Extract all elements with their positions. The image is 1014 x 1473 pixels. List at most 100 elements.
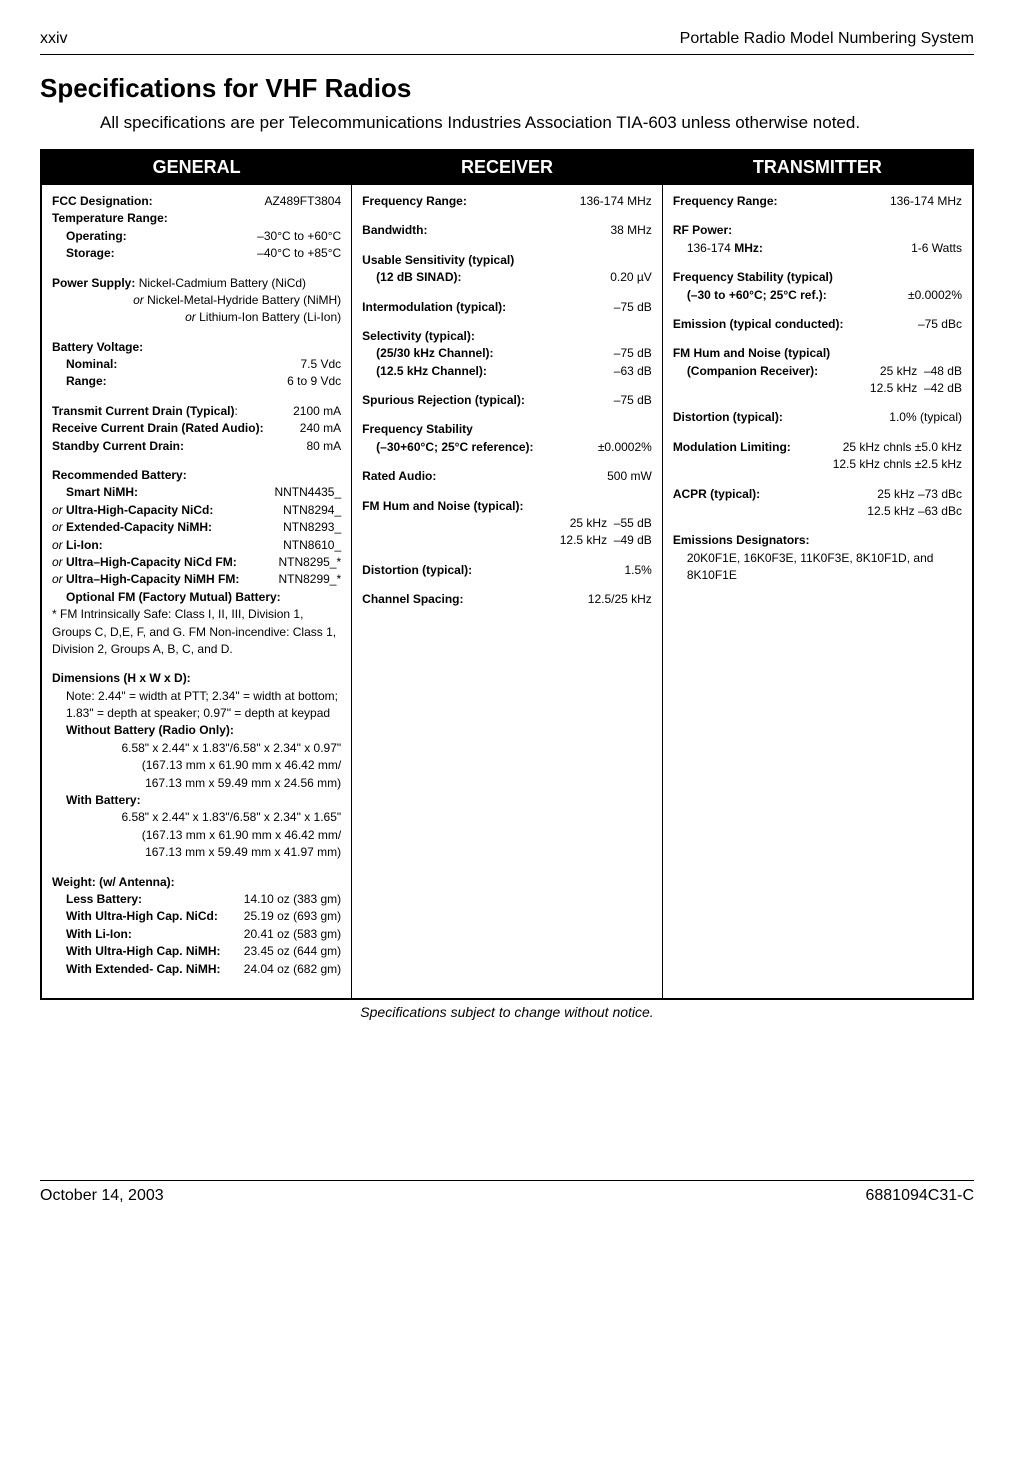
bv-label: Battery Voltage: — [52, 339, 341, 356]
tx-ml-25-value: 25 kHz chnls ±5.0 kHz — [843, 439, 962, 456]
tcd-label: Transmit Current Drain (Typical) — [52, 404, 234, 418]
w-liion-label: With Li-Ion: — [66, 926, 244, 943]
recbat-note: * FM Intrinsically Safe: Class I, II, II… — [52, 606, 341, 658]
tx-rf-value: 1-6 Watts — [911, 240, 962, 257]
recbat-uh-nicd-or: or — [52, 503, 63, 517]
rx-fm-25-value: –55 dB — [614, 516, 652, 530]
w-liion-value: 20.41 oz (583 gm) — [244, 926, 341, 943]
tx-fm-12-value: –42 dB — [924, 381, 962, 395]
footer-note: Specifications subject to change without… — [40, 1004, 974, 1020]
spec-table: GENERAL RECEIVER TRANSMITTER FCC Designa… — [40, 149, 974, 1000]
bv-nom-value: 7.5 Vdc — [300, 356, 341, 373]
tx-fm-12-label: 12.5 kHz — [870, 381, 917, 395]
ps-val3: Lithium-Ion Battery (Li-Ion) — [196, 310, 341, 324]
dim-label: Dimensions (H x W x D): — [52, 670, 341, 687]
fcc-value: AZ489FT3804 — [264, 193, 341, 210]
tx-ed-label: Emissions Designators: — [673, 532, 962, 549]
rx-fs-sub-label: (–30+60°C; 25°C reference): — [376, 439, 598, 456]
tx-acpr-label: ACPR (typical): — [673, 486, 877, 503]
ps-val2: Nickel-Metal-Hydride Battery (NiMH) — [144, 293, 341, 307]
recbat-uh-nimh-fm-value: NTN8299_* — [278, 571, 341, 588]
recbat-label: Recommended Battery: — [52, 467, 341, 484]
weight-label: Weight: (w/ Antenna): — [52, 874, 341, 891]
rx-fs-value: ±0.0002% — [598, 439, 652, 456]
temp-label: Temperature Range: — [52, 210, 341, 227]
dim-with-v3: 167.13 mm x 59.49 mm x 41.97 mm) — [52, 844, 341, 861]
tx-fs-label: Frequency Stability (typical) — [673, 269, 962, 286]
recbat-uh-nicd-fm-value: NTN8295_* — [278, 554, 341, 571]
w-uh-nimh-value: 23.45 oz (644 gm) — [244, 943, 341, 960]
rcd-label: Receive Current Drain (Rated Audio): — [52, 420, 300, 437]
scd-label: Standby Current Drain: — [52, 438, 306, 455]
rx-fm-25-label: 25 kHz — [570, 516, 607, 530]
temp-st-label: Storage: — [66, 245, 257, 262]
tcd-value: 2100 mA — [293, 403, 341, 420]
tx-ed-value: 20K0F1E, 16K0F3E, 11K0F3E, 8K10F1D, and … — [673, 550, 962, 585]
tx-ml-label: Modulation Limiting: — [673, 439, 843, 456]
recbat-opt-fm-label: Optional FM (Factory Mutual) Battery: — [52, 589, 341, 606]
rx-dist-label: Distortion (typical): — [362, 562, 624, 579]
recbat-liion-or: or — [52, 538, 63, 552]
rx-us-sub-label: (12 dB SINAD): — [376, 269, 610, 286]
bv-range-value: 6 to 9 Vdc — [287, 373, 341, 390]
dim-without-label: Without Battery (Radio Only): — [52, 722, 341, 739]
temp-st-value: –40°C to +85°C — [257, 245, 341, 262]
rx-fs-label: Frequency Stability — [362, 421, 652, 438]
recbat-ec-nimh-label: Extended-Capacity NiMH: — [63, 520, 212, 534]
page-title: Specifications for VHF Radios — [40, 73, 974, 104]
rx-im-label: Intermodulation (typical): — [362, 299, 614, 316]
rx-us-value: 0.20 µV — [610, 269, 652, 286]
rx-fm-12-value: –49 dB — [614, 533, 652, 547]
recbat-liion-value: NTN8610_ — [283, 537, 341, 554]
section-title: Portable Radio Model Numbering System — [680, 30, 974, 48]
rx-fm-12-label: 12.5 kHz — [560, 533, 607, 547]
recbat-uh-nicd-value: NTN8294_ — [283, 502, 341, 519]
ps-label: Power Supply: — [52, 276, 135, 290]
recbat-uh-nimh-fm-or: or — [52, 572, 63, 586]
rx-im-value: –75 dB — [614, 299, 652, 316]
w-uh-nicd-label: With Ultra-High Cap. NiCd: — [66, 908, 244, 925]
rx-sel-25-label: (25/30 kHz Channel): — [376, 345, 614, 362]
recbat-smart-label: Smart NiMH: — [66, 484, 274, 501]
footer-doc-id: 6881094C31-C — [865, 1187, 974, 1205]
tx-ml-12-value: 12.5 kHz chnls ±2.5 kHz — [833, 456, 962, 473]
tx-rf-sub-label: 136-174 — [687, 241, 731, 255]
rx-cs-label: Channel Spacing: — [362, 591, 588, 608]
w-ec-nimh-value: 24.04 oz (682 gm) — [244, 961, 341, 978]
tx-acpr-25-value: 25 kHz –73 dBc — [877, 486, 962, 503]
intro-text: All specifications are per Telecommunica… — [100, 112, 974, 135]
tx-rf-sub-unit: MHz: — [734, 241, 763, 255]
dim-without-v3: 167.13 mm x 59.49 mm x 24.56 mm) — [52, 775, 341, 792]
col-header-general: GENERAL — [41, 150, 352, 185]
tx-fm-sub-label: (Companion Receiver): — [687, 363, 880, 380]
temp-op-value: –30°C to +60°C — [257, 228, 341, 245]
ps-val1: Nickel-Cadmium Battery (NiCd) — [139, 276, 306, 290]
ps-or2: or — [133, 293, 144, 307]
ps-or3: or — [185, 310, 196, 324]
recbat-ec-nimh-value: NTN8293_ — [283, 519, 341, 536]
tx-fr-label: Frequency Range: — [673, 193, 890, 210]
rx-fr-label: Frequency Range: — [362, 193, 580, 210]
page-header: xxiv Portable Radio Model Numbering Syst… — [40, 30, 974, 55]
col-header-receiver: RECEIVER — [352, 150, 663, 185]
tx-em-value: –75 dBc — [918, 316, 962, 333]
bv-nom-label: Nominal: — [66, 356, 300, 373]
rx-us-label: Usable Sensitivity (typical) — [362, 252, 652, 269]
w-less-value: 14.10 oz (383 gm) — [244, 891, 341, 908]
fcc-label: FCC Designation: — [52, 193, 264, 210]
tx-fs-sub-label: (–30 to +60°C; 25°C ref.): — [687, 287, 908, 304]
tx-em-label: Emission (typical conducted): — [673, 316, 918, 333]
temp-op-label: Operating: — [66, 228, 257, 245]
rx-sel-25-value: –75 dB — [614, 345, 652, 362]
w-uh-nicd-value: 25.19 oz (693 gm) — [244, 908, 341, 925]
rx-bw-label: Bandwidth: — [362, 222, 610, 239]
rx-sr-label: Spurious Rejection (typical): — [362, 392, 614, 409]
tx-fm-label: FM Hum and Noise (typical) — [673, 345, 962, 362]
rcd-value: 240 mA — [300, 420, 341, 437]
tx-rf-label: RF Power: — [673, 222, 962, 239]
recbat-uh-nicd-fm-label: Ultra–High-Capacity NiCd FM: — [63, 555, 237, 569]
recbat-uh-nicd-label: Ultra-High-Capacity NiCd: — [63, 503, 214, 517]
w-less-label: Less Battery: — [66, 891, 244, 908]
rx-sr-value: –75 dB — [614, 392, 652, 409]
rx-cs-value: 12.5/25 kHz — [588, 591, 652, 608]
